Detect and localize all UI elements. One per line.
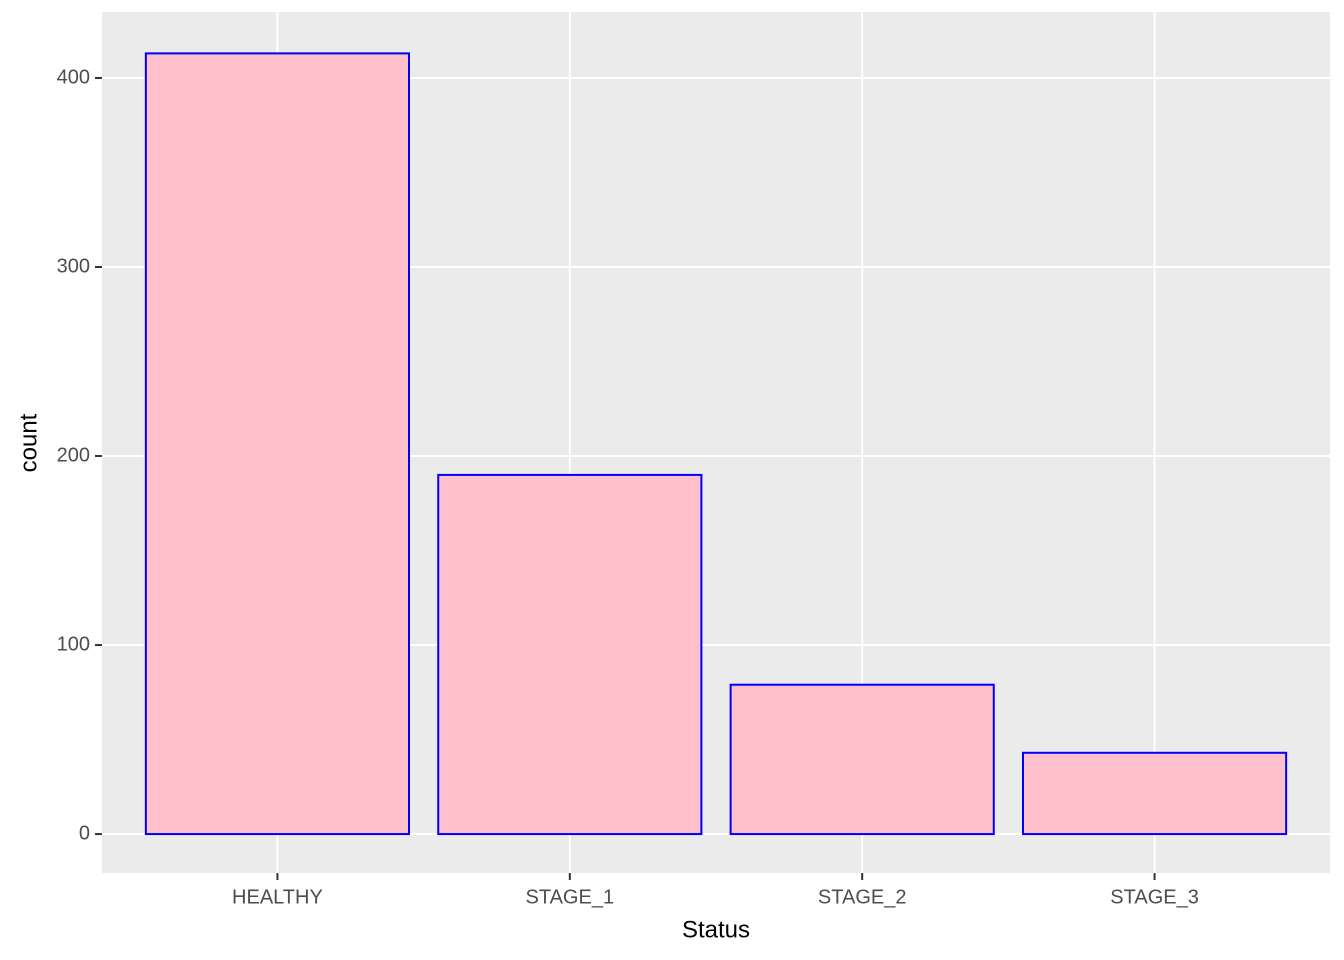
x-axis-title: Status	[682, 916, 750, 943]
x-tick-label: STAGE_2	[818, 886, 907, 908]
y-tick-label: 0	[79, 822, 90, 844]
x-tick-label: STAGE_1	[526, 886, 615, 908]
bar	[1022, 751, 1288, 836]
y-tick-label: 200	[57, 444, 90, 466]
y-axis-title: count	[15, 413, 42, 472]
bar	[729, 683, 995, 836]
y-tick-label: 100	[57, 633, 90, 655]
y-tick-label: 400	[57, 66, 90, 88]
x-tick-label: STAGE_3	[1110, 886, 1199, 908]
y-tick-label: 300	[57, 255, 90, 277]
bar	[144, 52, 410, 836]
x-tick-label: HEALTHY	[232, 886, 323, 908]
bar	[437, 473, 703, 836]
